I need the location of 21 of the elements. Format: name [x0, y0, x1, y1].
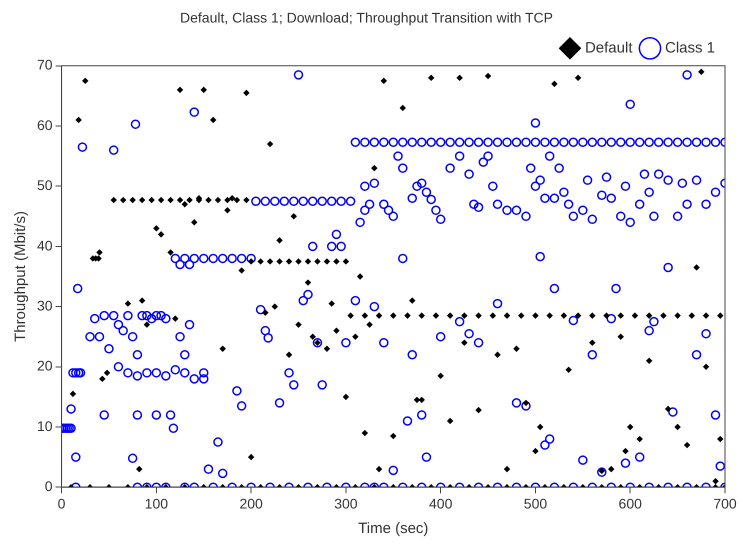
x-tick-label: 700 [713, 495, 737, 512]
x-tick-label: 600 [618, 495, 642, 512]
x-axis-title: Time (sec) [358, 520, 428, 538]
y-tick-label: 10 [36, 418, 53, 434]
x-tick-label: 300 [334, 495, 358, 512]
legend-label: Class 1 [664, 39, 716, 56]
y-tick-label: 0 [44, 478, 53, 494]
y-tick-label: 60 [36, 116, 53, 133]
x-tick-label: 200 [239, 495, 264, 512]
x-tick-label: 0 [58, 495, 66, 512]
y-tick-label: 40 [36, 237, 53, 254]
y-axis-title: Throughput (Mbit/s) [12, 211, 30, 342]
y-tick-label: 70 [36, 56, 53, 73]
x-tick-label: 500 [524, 495, 548, 512]
y-tick-label: 20 [36, 358, 53, 374]
chart-title: Default, Class 1; Download; Throughput Transition with TCP [180, 9, 554, 26]
x-tick-label: 400 [428, 495, 453, 512]
legend-label: Default [584, 39, 634, 56]
y-tick-label: 30 [36, 297, 53, 314]
y-tick-label: 50 [36, 177, 53, 194]
x-tick-label: 100 [144, 495, 168, 512]
